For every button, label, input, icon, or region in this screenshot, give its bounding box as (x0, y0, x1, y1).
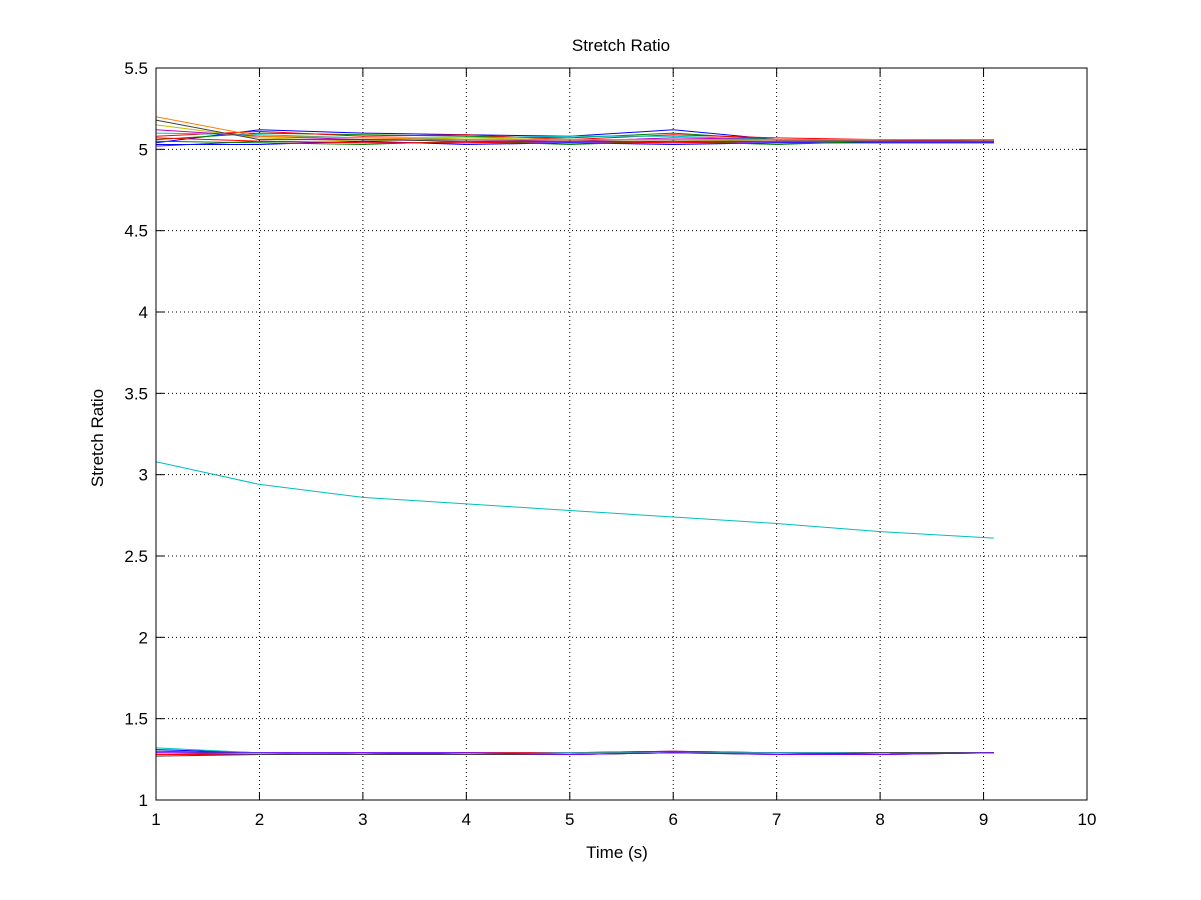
y-tick-label: 2 (139, 628, 148, 647)
series-line-12 (155, 137, 994, 144)
y-tick-label: 5 (139, 140, 148, 159)
series-line-4 (155, 132, 994, 142)
y-axis-label: Stretch Ratio (88, 389, 107, 487)
y-tick-label: 1.5 (124, 710, 148, 729)
series-line-18 (155, 747, 994, 755)
y-tick-label: 4.5 (124, 222, 148, 241)
axes-frame (155, 67, 1088, 801)
x-tick-label: 7 (772, 810, 781, 829)
x-tick-label: 8 (875, 810, 884, 829)
ticks: 1 2 3 4 5 6 7 8 9 10 1 1.5 2 2.5 3 3.5 4 4.5 5 5.5 (124, 59, 1096, 829)
y-tick-label: 5.5 (124, 59, 148, 78)
x-tick-label: 9 (979, 810, 988, 829)
x-tick-label: 10 (1078, 810, 1097, 829)
y-tick-label: 4 (139, 303, 148, 322)
series-line-13 (155, 461, 994, 539)
y-tick-label: 1 (139, 791, 148, 810)
y-tick-label: 3 (139, 466, 148, 485)
x-tick-label: 3 (358, 810, 367, 829)
x-tick-label: 1 (151, 810, 160, 829)
chart-title: Stretch Ratio (572, 36, 670, 55)
series-line-20 (156, 752, 994, 756)
plot-area (156, 68, 1087, 800)
y-tick-label: 3.5 (124, 384, 148, 403)
x-tick-label: 4 (462, 810, 471, 829)
series-line-8 (155, 116, 994, 141)
series-group (155, 116, 994, 757)
y-tick-label: 2.5 (124, 547, 148, 566)
x-tick-label: 2 (255, 810, 264, 829)
x-tick-label: 6 (668, 810, 677, 829)
series-line-11 (155, 140, 994, 146)
x-tick-label: 5 (565, 810, 574, 829)
x-axis-label: Time (s) (586, 843, 648, 862)
